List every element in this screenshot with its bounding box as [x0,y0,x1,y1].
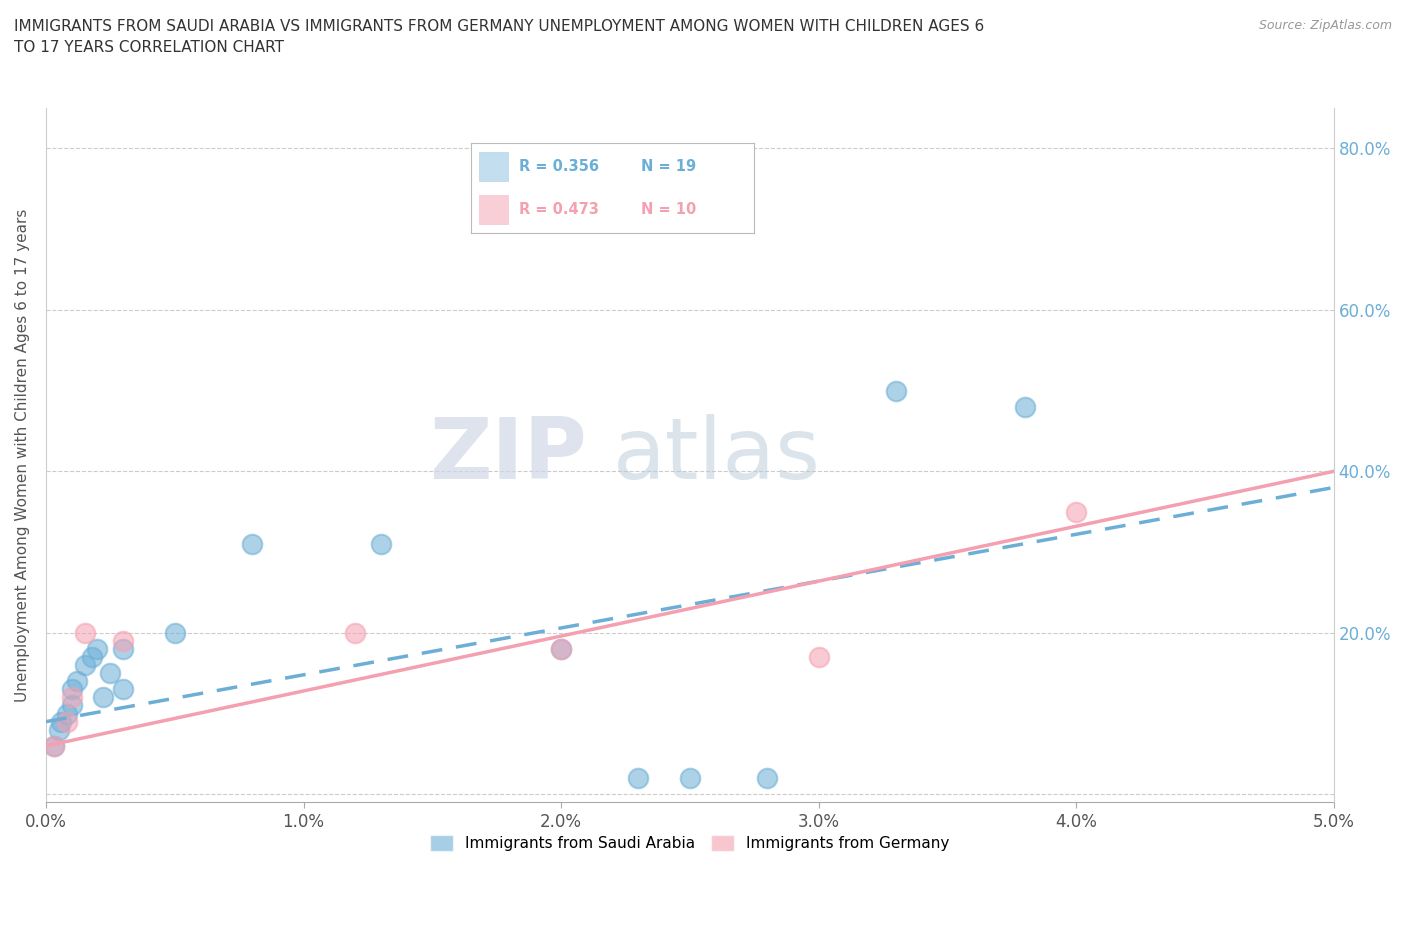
Point [807,650,830,665]
Point [98,666,121,681]
Point [60,682,83,697]
Point [48,723,70,737]
Point [86,642,108,657]
Point [627,771,650,786]
Point [163,625,186,640]
Point [370,537,392,551]
Text: atlas: atlas [613,414,821,497]
Point [550,642,572,657]
Point [550,642,572,657]
Point [1064,504,1087,519]
Point [73,625,96,640]
Point [112,642,135,657]
Text: Source: ZipAtlas.com: Source: ZipAtlas.com [1258,19,1392,32]
Point [112,633,135,648]
Point [42,738,65,753]
Point [240,537,263,551]
Point [73,658,96,672]
Point [42,738,65,753]
Point [60,690,83,705]
Point [66,674,89,689]
Point [884,383,907,398]
Point [51,714,73,729]
Point [602,173,624,188]
Point [756,771,779,786]
Point [679,771,702,786]
Point [343,625,366,640]
Point [112,682,135,697]
Text: ZIP: ZIP [429,414,586,497]
Text: IMMIGRANTS FROM SAUDI ARABIA VS IMMIGRANTS FROM GERMANY UNEMPLOYMENT AMONG WOMEN: IMMIGRANTS FROM SAUDI ARABIA VS IMMIGRAN… [14,19,984,55]
Point [55,706,77,721]
Point [82,650,104,665]
Y-axis label: Unemployment Among Women with Children Ages 6 to 17 years: Unemployment Among Women with Children A… [15,208,30,702]
Point [1014,399,1036,414]
Point [91,690,114,705]
Point [60,698,83,713]
Point [55,714,77,729]
Legend: Immigrants from Saudi Arabia, Immigrants from Germany: Immigrants from Saudi Arabia, Immigrants… [425,829,956,857]
